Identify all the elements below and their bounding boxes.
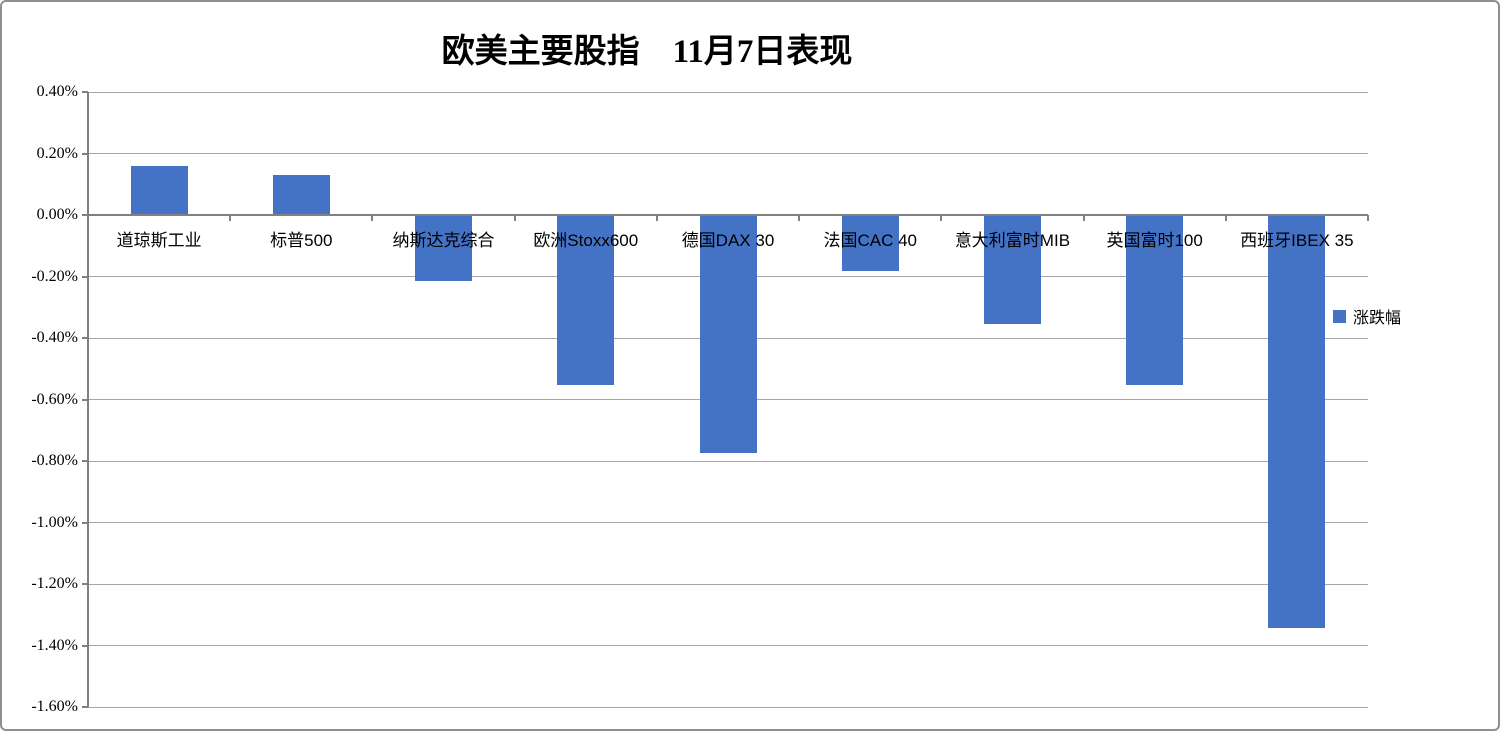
legend-swatch-icon	[1333, 309, 1346, 323]
y-axis-tick-label: 0.20%	[36, 144, 78, 162]
gridline	[88, 645, 1368, 646]
category-label: 道琼斯工业	[116, 231, 202, 250]
y-axis-tick-label: -1.40%	[31, 636, 78, 654]
chart-bar	[130, 165, 188, 215]
x-axis-tick	[1224, 215, 1227, 221]
category-label: 标普500	[270, 231, 333, 250]
category-label: 法国CAC 40	[823, 231, 917, 250]
x-axis-tick	[655, 215, 658, 221]
category-label: 意大利富时MIB	[954, 231, 1071, 250]
gridline	[88, 583, 1368, 585]
y-axis-tick-label: -0.20%	[31, 267, 78, 285]
x-axis-tick	[229, 215, 232, 221]
chart-title: 欧美主要股指 11月7日表现	[441, 34, 853, 70]
gridline	[88, 153, 1368, 154]
gridline	[88, 522, 1368, 523]
chart-bar	[983, 216, 1041, 324]
category-label: 纳斯达克综合	[392, 231, 495, 250]
y-axis-tick	[82, 398, 88, 401]
y-axis-line	[87, 92, 89, 707]
category-label: 西班牙IBEX 35	[1240, 231, 1354, 250]
x-axis-line	[88, 214, 1368, 216]
gridline	[88, 91, 1368, 93]
y-axis-tick-label: -1.00%	[31, 513, 78, 531]
category-label: 德国DAX 30	[681, 231, 775, 250]
category-label: 欧洲Stoxx600	[533, 231, 639, 250]
chart-bar	[557, 216, 615, 386]
x-axis-tick	[513, 215, 516, 221]
legend: 涨跌幅	[1333, 304, 1401, 328]
gridline	[88, 706, 1368, 708]
y-axis-tick	[82, 583, 88, 585]
category-label: 英国富时100	[1106, 231, 1203, 250]
y-axis-tick-label: 0.00%	[36, 206, 78, 223]
y-axis-tick	[82, 706, 88, 708]
y-axis-tick	[82, 644, 88, 647]
chart-bar	[841, 216, 899, 272]
y-axis-tick	[82, 460, 88, 462]
x-axis-tick	[1367, 215, 1369, 221]
y-axis-tick-label: -0.40%	[31, 329, 78, 346]
y-axis-tick	[82, 91, 88, 93]
y-axis-tick	[82, 152, 88, 155]
x-axis-tick	[940, 215, 943, 221]
chart-bar	[1126, 216, 1184, 386]
y-axis-tick-label: 0.40%	[36, 83, 78, 100]
y-axis-tick-label: -1.20%	[31, 575, 78, 592]
x-axis-tick	[371, 215, 374, 221]
y-axis-tick-label: -0.60%	[31, 390, 78, 408]
chart-bar	[415, 216, 473, 281]
legend-label: 涨跌幅	[1353, 310, 1402, 327]
y-axis-tick	[82, 275, 88, 278]
chart-bar	[272, 175, 330, 215]
y-axis-tick	[82, 521, 88, 524]
y-axis-tick-label: -0.80%	[31, 452, 78, 469]
gridline	[88, 460, 1368, 462]
chart-bar	[1268, 216, 1326, 629]
y-axis-tick-label: -1.60%	[31, 698, 78, 715]
y-axis-tick	[82, 214, 88, 216]
x-axis-tick	[1082, 215, 1085, 221]
x-axis-tick	[798, 215, 801, 221]
y-axis-tick	[82, 337, 88, 339]
chart-bar	[699, 216, 757, 453]
